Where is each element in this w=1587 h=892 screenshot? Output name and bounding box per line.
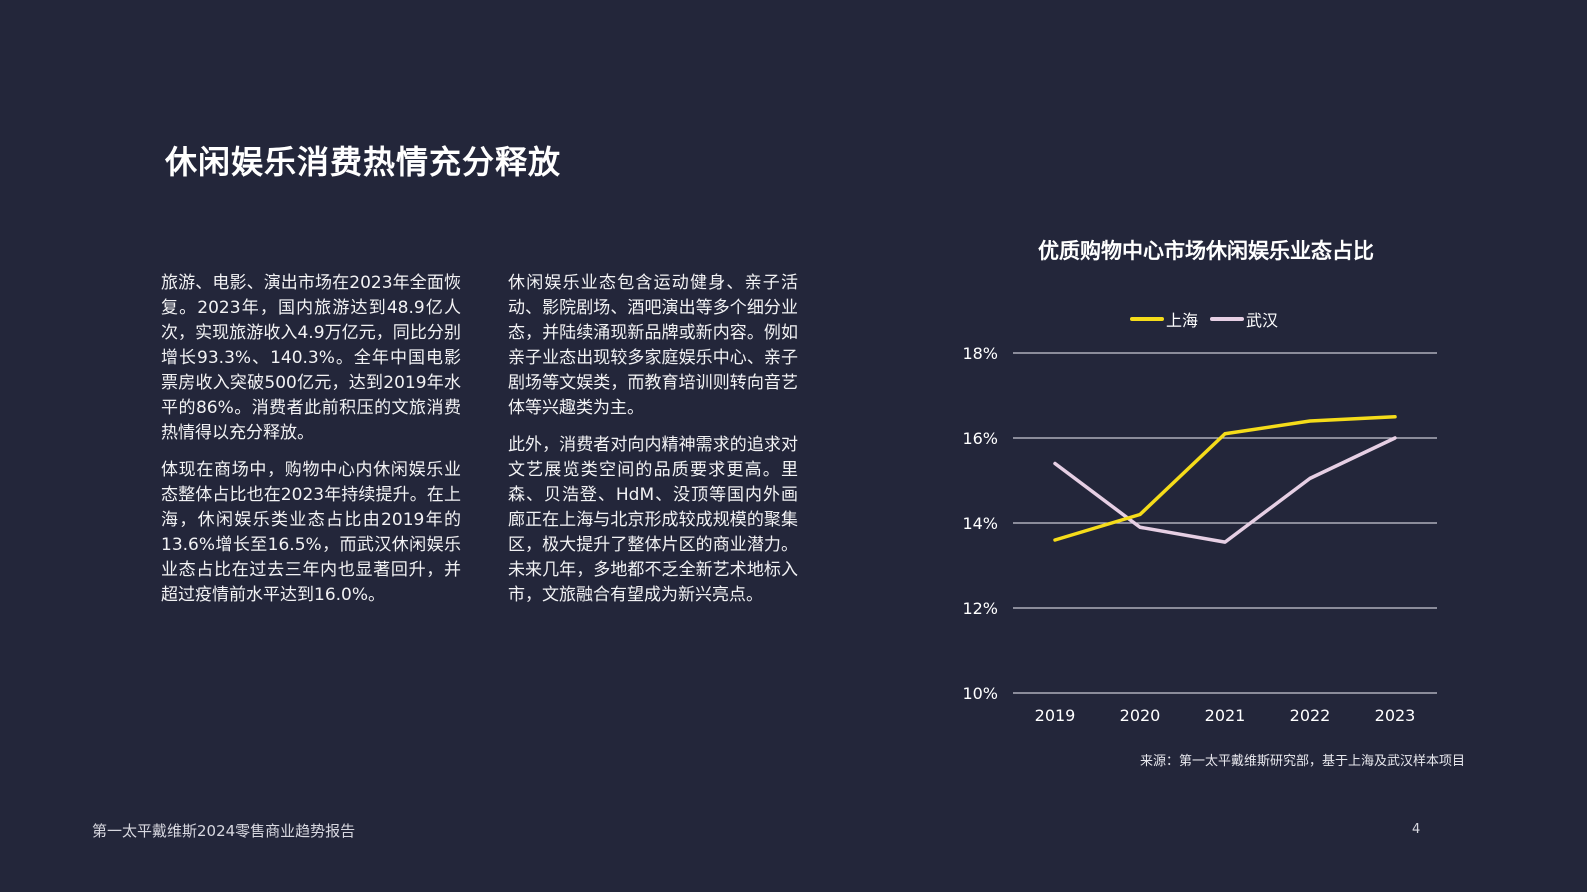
y-tick-label: 10%: [962, 684, 998, 703]
legend-swatch-shanghai: [1130, 317, 1164, 321]
page-title: 休闲娱乐消费热情充分释放: [165, 143, 562, 181]
text-column-middle: 休闲娱乐业态包含运动健身、亲子活动、影院剧场、酒吧演出等多个细分业态，并陆续涌现…: [508, 271, 798, 620]
x-tick-label: 2020: [1120, 706, 1161, 725]
chart-source-note: 来源：第一太平戴维斯研究部，基于上海及武汉样本项目: [1139, 754, 1465, 769]
text-column-left: 旅游、电影、演出市场在2023年全面恢复。2023年，国内旅游达到48.9亿人次…: [161, 271, 461, 620]
paragraph: 旅游、电影、演出市场在2023年全面恢复。2023年，国内旅游达到48.9亿人次…: [161, 273, 461, 443]
x-tick-label: 2022: [1290, 706, 1331, 725]
chart-legend: 上海 武汉: [1130, 307, 1290, 331]
line-chart: 10% 12% 14% 16% 18% 2019 2020 2021 2022 2023 优质购物…: [950, 225, 1480, 785]
legend-item-shanghai: 上海: [1130, 307, 1198, 331]
chart-title: 优质购物中心市场休闲娱乐业态占比: [1038, 239, 1374, 263]
legend-label-wuhan: 武汉: [1246, 311, 1279, 330]
legend-label-shanghai: 上海: [1166, 311, 1199, 330]
chart-plot-area: 10% 12% 14% 16% 18% 2019 2020 2021 2022 2023: [962, 344, 1437, 725]
legend-item-wuhan: 武汉: [1210, 307, 1278, 331]
y-tick-label: 16%: [962, 429, 998, 448]
x-tick-label: 2021: [1205, 706, 1246, 725]
footer-report-title: 第一太平戴维斯2024零售商业趋势报告: [92, 822, 356, 840]
y-tick-label: 14%: [962, 514, 998, 533]
series-line-shanghai: [1053, 415, 1397, 542]
paragraph: 体现在商场中，购物中心内休闲娱乐业态整体占比也在2023年持续提升。在上海，休闲…: [161, 460, 461, 605]
x-tick-label: 2019: [1035, 706, 1076, 725]
y-tick-label: 18%: [962, 344, 998, 363]
legend-swatch-wuhan: [1210, 317, 1245, 321]
page-number: 4: [1412, 822, 1421, 837]
x-tick-label: 2023: [1375, 706, 1416, 725]
paragraph: 休闲娱乐业态包含运动健身、亲子活动、影院剧场、酒吧演出等多个细分业态，并陆续涌现…: [508, 273, 798, 418]
paragraph: 此外，消费者对向内精神需求的追求对文艺展览类空间的品质要求更高。里森、贝浩登、H…: [508, 435, 798, 605]
y-tick-label: 12%: [962, 599, 998, 618]
